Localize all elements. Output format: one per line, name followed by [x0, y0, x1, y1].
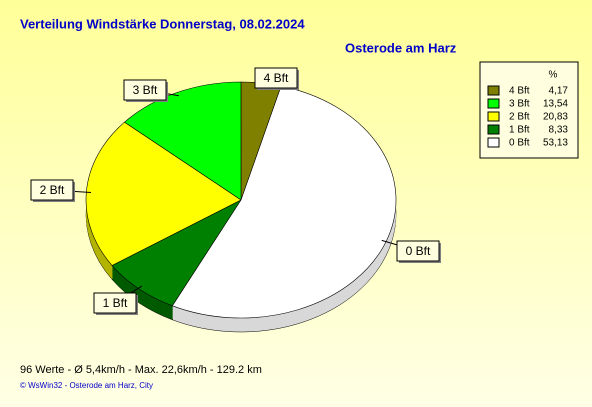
label-box: [254, 67, 298, 89]
label-box: [93, 292, 137, 314]
legend-value: 8,33: [549, 125, 569, 136]
legend-swatch: [487, 85, 500, 96]
legend-value: 13,54: [543, 99, 568, 110]
legend-label: 4 Bft: [509, 86, 530, 97]
slice-label: 0 Bft: [406, 244, 431, 258]
legend-label: 3 Bft: [509, 99, 530, 110]
legend-header: %: [549, 70, 558, 81]
slice-label: 1 Bft: [103, 296, 128, 310]
legend-value: 4,17: [549, 86, 569, 97]
legend-label: 0 Bft: [509, 138, 530, 149]
label-box: [396, 240, 440, 262]
chart-subtitle: Osterode am Harz: [345, 40, 457, 55]
legend-swatch: [487, 137, 500, 148]
legend-value: 20,83: [543, 112, 568, 123]
footer: 96 Werte - Ø 5,4km/h - Max. 22,6km/h - 1…: [20, 364, 262, 376]
legend-label: 2 Bft: [509, 112, 530, 123]
label-box: [30, 179, 74, 201]
legend-value: 53,13: [543, 138, 568, 149]
slice-label: 2 Bft: [40, 183, 65, 197]
legend-label: 1 Bft: [509, 125, 530, 136]
slice-label: 4 Bft: [264, 71, 289, 85]
legend-swatch: [487, 98, 500, 109]
slice-label: 3 Bft: [133, 83, 158, 97]
chart-title: Verteilung Windstärke Donnerstag, 08.02.…: [20, 16, 305, 31]
slice: [123, 81, 242, 201]
copyright: © WsWin32 - Osterode am Harz, City: [20, 381, 153, 390]
legend-swatch: [487, 111, 500, 122]
label-box: [123, 79, 167, 101]
legend-swatch: [487, 124, 500, 135]
